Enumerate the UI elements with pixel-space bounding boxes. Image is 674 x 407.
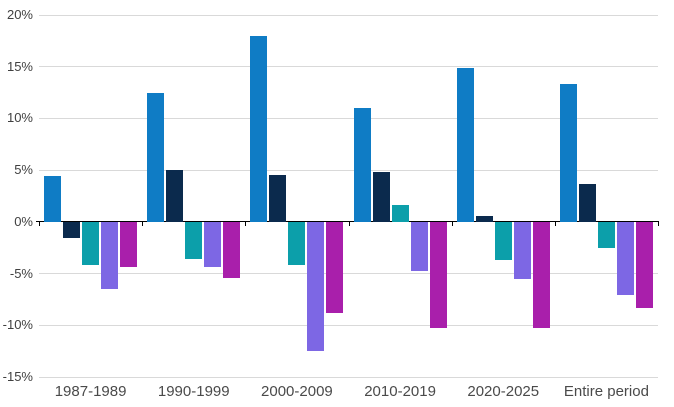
- gridline: [39, 117, 658, 119]
- bar-blue: [559, 84, 577, 222]
- y-axis-tick-label: 0%: [14, 213, 33, 229]
- gridline: [39, 66, 658, 68]
- bar-magenta: [429, 222, 447, 328]
- y-axis-tick-label: 10%: [6, 110, 33, 126]
- bar-purple: [101, 222, 119, 289]
- zero-axis-line: [36, 221, 658, 223]
- y-axis-tick-label: -15%: [2, 369, 33, 384]
- bar-magenta: [532, 222, 550, 328]
- bar-magenta: [635, 222, 653, 309]
- x-axis-category-label: 2000-2009: [261, 383, 333, 400]
- bar-dark-navy: [63, 222, 81, 238]
- x-axis-category-label: 2010-2019: [364, 383, 436, 400]
- x-axis-category-label: 2020-2025: [467, 383, 540, 400]
- y-axis-tick-label: 15%: [6, 58, 33, 74]
- bar-dark-navy: [372, 172, 390, 222]
- x-axis-category-label: 1990-1999: [157, 383, 230, 400]
- bar-teal: [597, 222, 615, 249]
- x-axis-tick: [554, 221, 556, 227]
- bar-teal: [288, 222, 306, 265]
- gridline: [39, 169, 658, 171]
- bar-teal: [185, 222, 203, 259]
- y-axis-tick-label: -10%: [2, 317, 33, 333]
- x-axis-category-label: Entire period: [563, 383, 649, 400]
- bar-blue: [250, 35, 268, 222]
- bar-magenta: [120, 222, 138, 267]
- y-axis-tick-label: -5%: [9, 265, 33, 281]
- bar-teal: [82, 222, 100, 265]
- bar-dark-navy: [475, 215, 493, 222]
- bar-purple: [410, 222, 428, 271]
- bar-purple: [307, 222, 325, 351]
- bar-magenta: [223, 222, 241, 279]
- gridline: [39, 14, 658, 16]
- x-axis-tick: [348, 221, 350, 227]
- gridline: [39, 376, 658, 378]
- gridline: [39, 273, 658, 275]
- x-axis-category-label: 1987-1989: [54, 383, 127, 400]
- bar-blue: [456, 67, 474, 222]
- x-axis-tick: [658, 221, 659, 227]
- bar-purple: [204, 222, 222, 267]
- x-axis-tick: [39, 221, 40, 227]
- bar-dark-navy: [269, 175, 287, 222]
- bar-dark-navy: [166, 170, 184, 222]
- bar-teal: [494, 222, 512, 260]
- bar-teal: [391, 205, 409, 222]
- bar-blue: [147, 92, 165, 222]
- x-axis-tick: [451, 221, 453, 227]
- x-axis-tick: [245, 221, 247, 227]
- x-axis-tick: [142, 221, 144, 227]
- bar-blue: [44, 176, 62, 222]
- y-axis-tick-label: 5%: [14, 162, 33, 178]
- bar-dark-navy: [578, 183, 596, 222]
- bar-blue: [353, 108, 371, 222]
- bar-purple: [513, 222, 531, 280]
- bar-purple: [616, 222, 634, 295]
- y-axis-tick-label: 20%: [6, 7, 33, 22]
- gridline: [39, 324, 658, 326]
- bar-magenta: [326, 222, 344, 314]
